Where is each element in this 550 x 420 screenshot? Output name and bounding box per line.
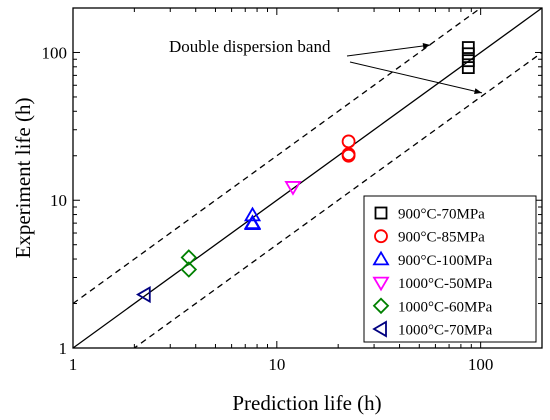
legend-label-2: 900°C-100MPa [398,253,493,269]
legend-marker-3 [372,276,390,292]
data-point-series-0 [461,47,475,61]
legend-label-5: 1000°C-70MPa [398,323,493,339]
legend-marker-1 [374,229,388,244]
legend: 900°C-70MPa 900°C-85MPa 900°C-100MPa 1000°C… [363,195,537,343]
data-point-series-2 [243,215,262,230]
data-point-series-1 [341,134,356,149]
y-tick-label: 100 [42,43,68,62]
plot-frame [72,7,543,349]
annotation-arrow-upper [346,44,431,57]
data-point-series-0 [461,54,475,68]
annotation-text: Double dispersion band [169,37,331,56]
axis-ticks [72,7,543,349]
tick-labels: 1 10 100 1 10 100 [42,43,494,374]
y-tick-label: 1 [59,339,68,358]
upper-band-line [73,8,482,305]
x-tick-label: 100 [468,355,494,374]
legend-label-0: 900°C-70MPa [398,207,485,223]
data-point-series-0 [461,61,475,75]
data-point-series-3 [284,181,302,196]
annotation-arrow-lower-head [474,88,482,95]
annotation-arrow-lower [349,61,483,94]
y-tick-label: 10 [50,191,67,210]
x-axis-title: Prediction life (h) [232,391,381,415]
legend-label-3: 1000°C-50MPa [398,276,493,292]
legend-marker-4 [372,297,390,315]
x-tick-label: 10 [268,355,285,374]
identity-line [73,8,542,348]
y-axis-title: Experiment life (h) [11,98,35,259]
lower-band-line [133,51,542,348]
legend-marker-0 [374,206,388,220]
legend-marker-2 [372,250,390,266]
legend-label-1: 900°C-85MPa [398,230,485,246]
annotation-arrows [346,42,483,95]
data-point-series-4 [180,261,198,278]
data-point-series-4 [180,249,198,266]
x-tick-label: 1 [69,355,78,374]
data-point-series-2 [243,206,262,222]
annotation-arrow-upper-head [422,42,431,49]
legend-box [363,195,537,343]
legend-label-4: 1000°C-60MPa [398,299,493,315]
data-points [135,41,475,304]
data-point-series-5 [135,285,151,304]
reference-lines [73,8,542,348]
legend-marker-5 [372,320,387,338]
data-point-series-1 [341,148,356,163]
